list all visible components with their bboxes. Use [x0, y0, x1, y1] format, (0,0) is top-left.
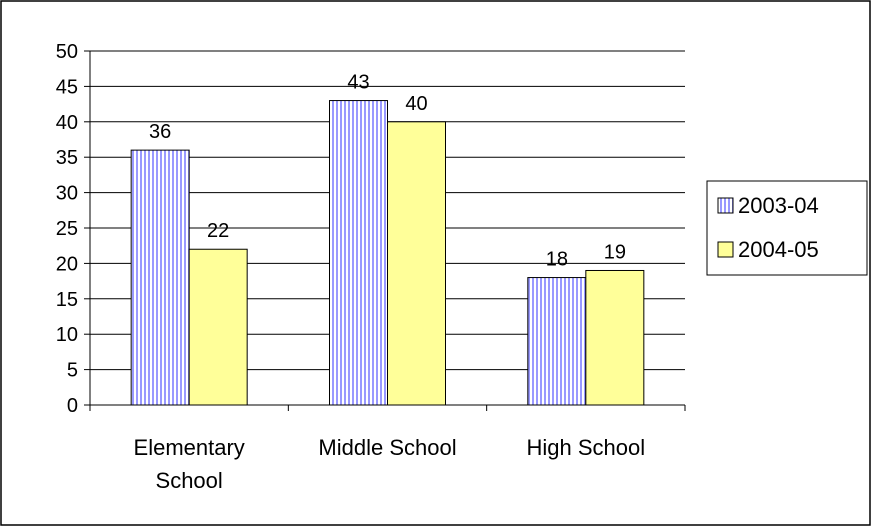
- bar-2003-04: [527, 277, 587, 406]
- data-label: 40: [405, 93, 427, 115]
- legend-swatch: [717, 197, 734, 214]
- bar-2004-05: [585, 269, 645, 406]
- legend-box: [706, 180, 868, 276]
- bar-2003-04: [329, 100, 388, 406]
- y-tick-label: 30: [56, 183, 78, 205]
- y-tick-label: 20: [56, 253, 78, 275]
- x-category-label: High School: [527, 435, 646, 460]
- y-tick-label: 10: [56, 324, 78, 346]
- bar-2004-05: [387, 121, 446, 406]
- y-tick-label: 5: [67, 360, 78, 382]
- y-tick-label: 35: [56, 147, 78, 169]
- legend-swatch: [717, 241, 734, 258]
- bar-2004-05: [188, 248, 248, 406]
- data-label: 36: [149, 121, 171, 143]
- y-tick-label: 0: [67, 395, 78, 417]
- x-category-label: Middle School: [318, 435, 456, 460]
- x-category-label: Elementary: [134, 435, 245, 460]
- labels: 0 5 10 15 20 25 30 35 40 45 50 36 22 Elementary School…: [56, 41, 645, 493]
- legend-label: 2003-04: [738, 193, 819, 218]
- y-tick-label: 25: [56, 218, 78, 240]
- y-tick-label: 15: [56, 289, 78, 311]
- axes: [84, 50, 686, 411]
- bar-2003-04: [130, 149, 190, 406]
- data-label: 22: [207, 220, 229, 242]
- data-label: 19: [604, 241, 626, 263]
- y-tick-label: 50: [56, 41, 78, 63]
- x-category-label: School: [156, 468, 223, 493]
- y-tick-label: 40: [56, 112, 78, 134]
- data-label: 18: [546, 249, 568, 271]
- y-tick-label: 45: [56, 76, 78, 98]
- legend-label: 2004-05: [738, 237, 819, 262]
- legend: 2003-04 2004-05: [706, 180, 868, 276]
- data-label: 43: [347, 72, 369, 94]
